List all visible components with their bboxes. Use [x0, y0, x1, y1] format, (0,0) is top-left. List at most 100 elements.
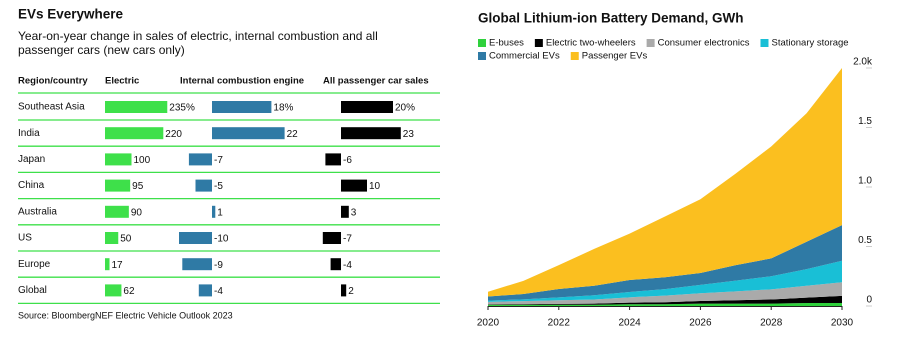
value-label: -7 — [214, 155, 223, 166]
column-header: All passenger car sales — [323, 76, 429, 87]
value-label: 90 — [131, 207, 143, 218]
bar — [105, 101, 168, 113]
value-label: 2 — [348, 286, 354, 297]
value-label: 22 — [287, 129, 299, 140]
y-tick-label: 0 — [866, 295, 872, 306]
bar — [105, 258, 110, 271]
legend-label: Commercial EVs — [489, 51, 560, 62]
bar — [198, 284, 212, 297]
value-label: 10 — [369, 181, 381, 192]
table-title: EVs Everywhere — [18, 7, 124, 22]
y-tick-label: 1.5 — [858, 116, 872, 127]
bar — [105, 284, 122, 297]
bar — [105, 127, 164, 140]
column-header: Electric — [105, 76, 139, 87]
bar — [330, 258, 341, 271]
area — [488, 303, 842, 306]
legend-label: Consumer electronics — [658, 38, 750, 49]
value-label: 235% — [169, 103, 195, 114]
bar — [212, 127, 285, 140]
value-label: 1 — [217, 207, 223, 218]
legend-swatch — [570, 52, 579, 60]
value-label: 3 — [351, 207, 357, 218]
x-tick-label: 2028 — [760, 318, 783, 329]
bar — [341, 284, 347, 297]
row-label: US — [18, 233, 32, 244]
legend-swatch — [534, 39, 543, 47]
legend-item: Commercial EVs — [478, 51, 560, 62]
legend-label: Passenger EVs — [582, 51, 648, 62]
value-label: 20% — [395, 103, 415, 114]
chart-title: Global Lithium-ion Battery Demand, GWh — [478, 11, 744, 26]
row-label: India — [18, 128, 40, 139]
bar — [341, 127, 401, 140]
value-label: 23 — [403, 129, 415, 140]
bar — [341, 205, 349, 218]
legend-swatch — [478, 39, 486, 47]
bar — [341, 101, 393, 113]
bar — [105, 232, 119, 244]
value-label: -4 — [214, 286, 223, 297]
value-label: -10 — [214, 234, 229, 245]
row-label: China — [18, 180, 45, 191]
row-label: Australia — [18, 206, 57, 217]
value-label: -4 — [343, 260, 352, 271]
bar — [179, 232, 212, 244]
bar — [212, 205, 216, 218]
x-tick-label: 2024 — [618, 318, 641, 329]
value-label: -7 — [343, 234, 352, 245]
area — [488, 68, 842, 297]
value-label: 17 — [112, 260, 124, 271]
bar — [322, 232, 341, 244]
x-tick-label: 2026 — [689, 318, 712, 329]
legend-item: Stationary storage — [760, 38, 849, 49]
bar — [325, 153, 341, 166]
legend-item: Electric two-wheelers — [534, 38, 636, 49]
legend-item: E-buses — [478, 38, 524, 49]
value-label: 18% — [273, 103, 293, 114]
legend-swatch — [760, 39, 769, 47]
row-label: Japan — [18, 154, 45, 165]
area — [488, 295, 842, 305]
value-label: -5 — [214, 181, 223, 192]
row-label: Southeast Asia — [18, 102, 85, 113]
y-tick-label: 1.0 — [858, 176, 872, 187]
value-label: -6 — [343, 155, 352, 166]
x-tick-label: 2022 — [548, 318, 571, 329]
value-label: 50 — [120, 234, 132, 245]
bar — [105, 205, 129, 218]
legend-label: Electric two-wheelers — [546, 38, 636, 49]
bar — [188, 153, 212, 166]
legend-label: E-buses — [489, 38, 524, 49]
area — [488, 260, 842, 302]
value-label: 220 — [165, 129, 182, 140]
legend-swatch — [478, 52, 486, 60]
row-header: Region/country — [18, 76, 88, 87]
bar — [341, 179, 367, 192]
bar — [105, 153, 132, 166]
value-label: -9 — [214, 260, 223, 271]
y-tick-label: 2.0k — [853, 57, 873, 68]
value-label: 62 — [123, 286, 135, 297]
x-tick-label: 2020 — [477, 318, 500, 329]
bar — [195, 179, 212, 192]
legend-swatch — [646, 39, 655, 47]
table-subtitle: Year-on-year change in sales of electric… — [18, 29, 378, 57]
value-label: 95 — [132, 181, 144, 192]
bar — [182, 258, 212, 271]
area — [488, 282, 842, 305]
bar — [105, 179, 131, 192]
row-label: Europe — [18, 259, 51, 270]
legend-label: Stationary storage — [771, 38, 848, 49]
bar — [212, 101, 272, 113]
y-tick-label: 0.5 — [858, 235, 872, 246]
legend-item: Passenger EVs — [570, 51, 648, 62]
source: Source: BloombergNEF Electric Vehicle Ou… — [18, 310, 233, 320]
column-header: Internal combustion engine — [180, 76, 304, 87]
area — [488, 225, 842, 301]
x-tick-label: 2030 — [831, 318, 854, 329]
value-label: 100 — [134, 155, 151, 166]
legend-item: Consumer electronics — [646, 38, 750, 49]
